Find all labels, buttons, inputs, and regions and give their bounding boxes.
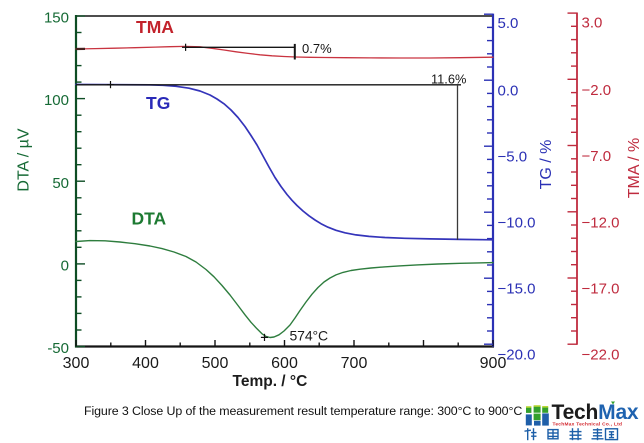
svg-text:0.7%: 0.7% (302, 41, 332, 56)
svg-text:300: 300 (63, 355, 90, 372)
svg-text:400: 400 (132, 355, 159, 372)
svg-text:0.0: 0.0 (498, 83, 519, 100)
svg-text:TechMax: TechMax (552, 401, 639, 424)
svg-text:TG: TG (146, 93, 170, 113)
svg-text:900: 900 (480, 355, 507, 372)
svg-text:−15.0: −15.0 (498, 281, 536, 298)
svg-text:TMA / %: TMA / % (626, 138, 643, 198)
svg-text:Figure 3 Close Up of the measu: Figure 3 Close Up of the measurement res… (84, 404, 522, 418)
svg-text:−17.0: −17.0 (582, 281, 620, 298)
svg-text:−22.0: −22.0 (582, 347, 620, 364)
svg-text:11.6%: 11.6% (431, 71, 466, 86)
svg-text:DTA / µV: DTA / µV (16, 128, 33, 191)
svg-text:100: 100 (44, 92, 69, 109)
svg-text:Temp. / °C: Temp. / °C (233, 373, 308, 390)
svg-text:−2.0: −2.0 (582, 82, 612, 99)
svg-text:TG / %: TG / % (538, 140, 555, 190)
svg-text:TMA: TMA (136, 17, 174, 37)
svg-text:574°C: 574°C (290, 327, 329, 343)
svg-text:−10.0: −10.0 (498, 215, 536, 232)
svg-text:5.0: 5.0 (498, 15, 519, 32)
svg-text:0: 0 (61, 257, 69, 274)
svg-text:50: 50 (52, 175, 69, 192)
svg-text:−12.0: −12.0 (582, 214, 620, 231)
svg-text:−7.0: −7.0 (582, 148, 612, 165)
svg-text:TechMax Technical Co., Ltd: TechMax Technical Co., Ltd (553, 422, 623, 428)
svg-text:−20.0: −20.0 (498, 347, 536, 364)
svg-text:600: 600 (271, 355, 298, 372)
svg-text:500: 500 (202, 355, 229, 372)
svg-text:150: 150 (44, 10, 69, 27)
svg-text:DTA: DTA (132, 209, 167, 229)
svg-text:-50: -50 (47, 340, 69, 357)
svg-text:3.0: 3.0 (582, 15, 603, 32)
svg-text:−5.0: −5.0 (498, 149, 528, 166)
svg-text:700: 700 (341, 355, 368, 372)
